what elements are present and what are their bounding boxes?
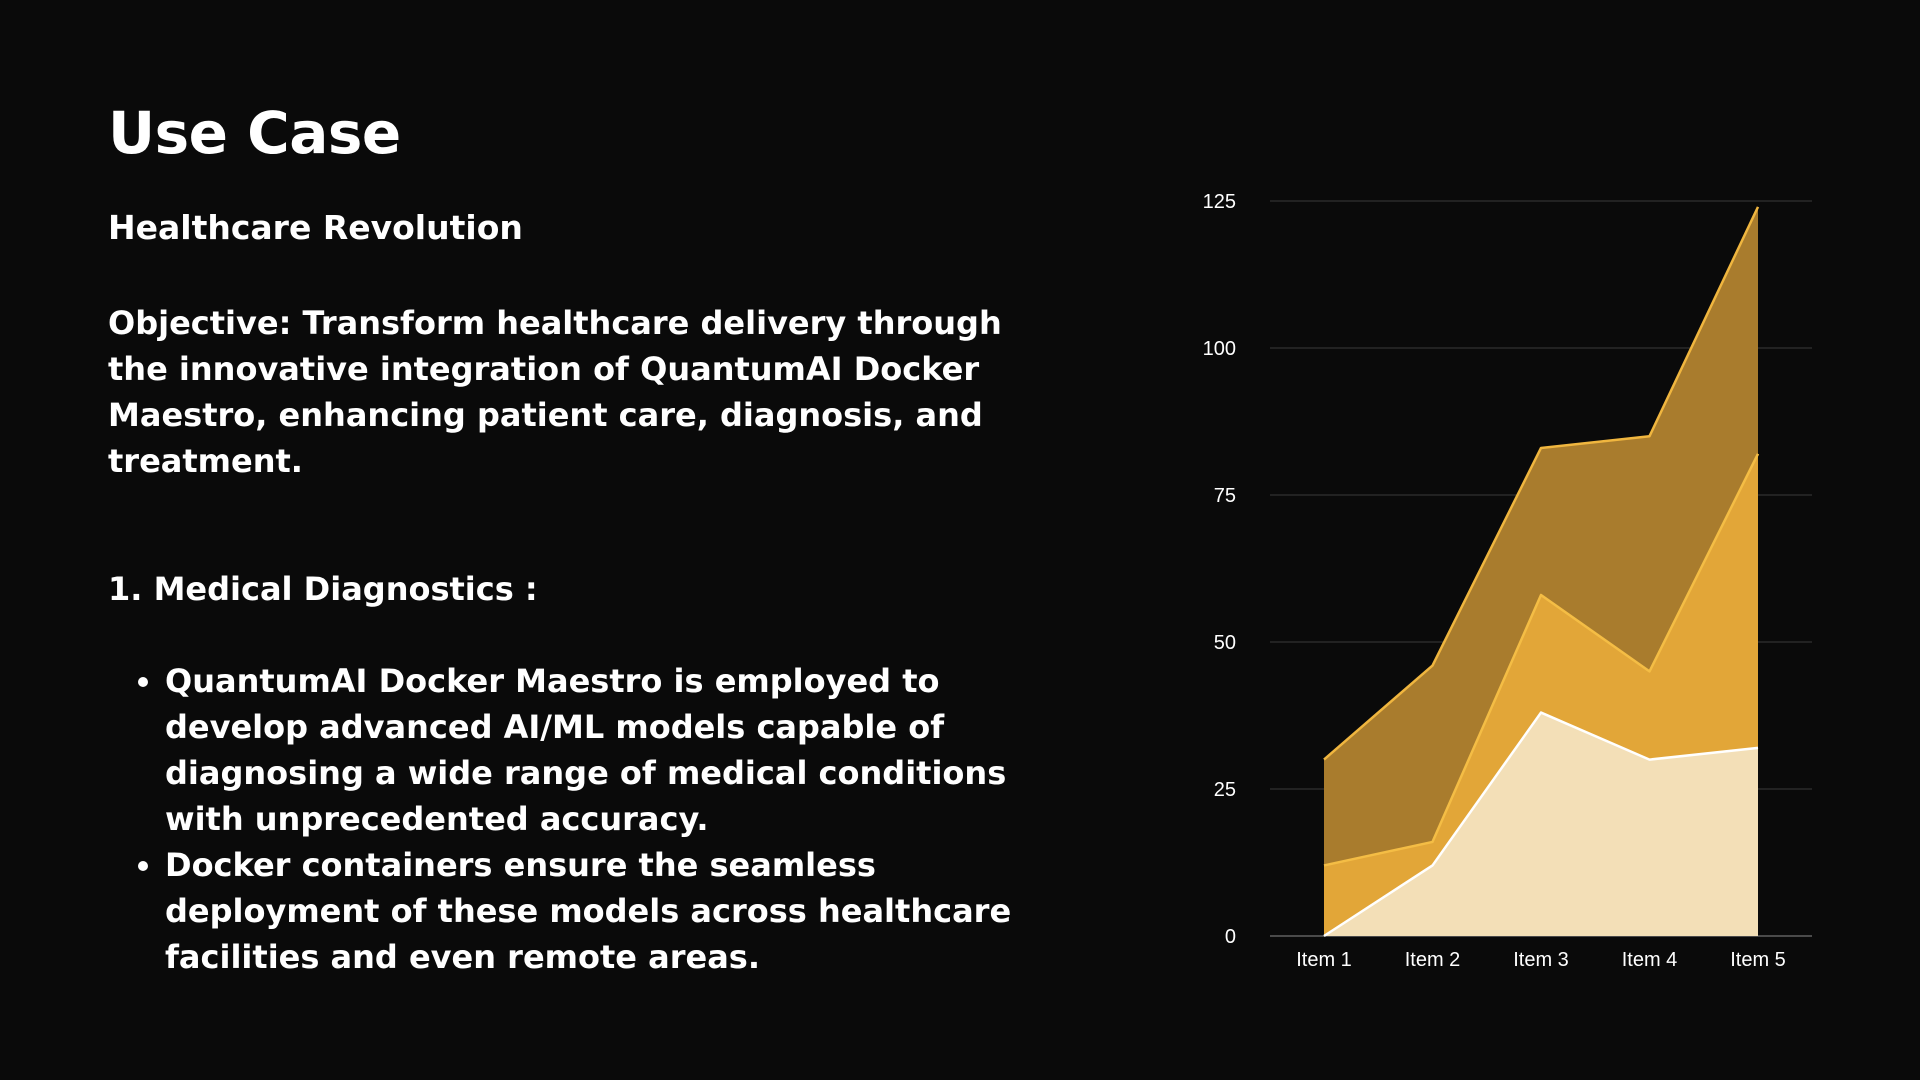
x-tick-label: Item 1 — [1296, 949, 1352, 971]
area-series-2 — [1324, 453, 1758, 936]
bullet-list: QuantumAI Docker Maestro is employed to … — [108, 658, 1068, 980]
stacked-area-chart: 0 25 50 75 100 125 Item 1 Item 2 Item 3 Item 4 Ite… — [1190, 170, 1850, 1000]
bullet-item: QuantumAI Docker Maestro is employed to … — [165, 658, 1068, 842]
y-tick-label: 0 — [1225, 926, 1236, 948]
y-tick-label: 50 — [1214, 632, 1236, 654]
series-line-1 — [1323, 711, 1759, 938]
series-line-2 — [1323, 453, 1760, 867]
objective-paragraph: Objective: Transform healthcare delivery… — [108, 303, 1002, 480]
x-tick-label: Item 5 — [1730, 949, 1786, 971]
x-tick-label: Item 2 — [1405, 949, 1461, 971]
y-tick-label: 100 — [1203, 338, 1236, 360]
chart-svg: 0 25 50 75 100 125 Item 1 Item 2 Item 3 Item 4 Ite… — [1203, 191, 1812, 971]
y-tick-label: 75 — [1214, 485, 1236, 507]
y-tick-label: 125 — [1203, 191, 1236, 213]
section-heading: 1. Medical Diagnostics : — [108, 569, 538, 608]
series-line-3 — [1323, 206, 1760, 761]
bullet-item: Docker containers ensure the seamless de… — [165, 842, 1068, 980]
slide-subtitle: Healthcare Revolution — [108, 207, 523, 247]
x-tick-label: Item 4 — [1622, 949, 1678, 971]
y-tick-label: 25 — [1214, 779, 1236, 801]
area-series-3 — [1324, 206, 1758, 866]
slide-title: Use Case — [108, 99, 401, 167]
text-panel: Use Case Healthcare Revolution Objective… — [108, 100, 1068, 980]
area-series-1 — [1324, 712, 1758, 936]
x-tick-label: Item 3 — [1513, 949, 1569, 971]
